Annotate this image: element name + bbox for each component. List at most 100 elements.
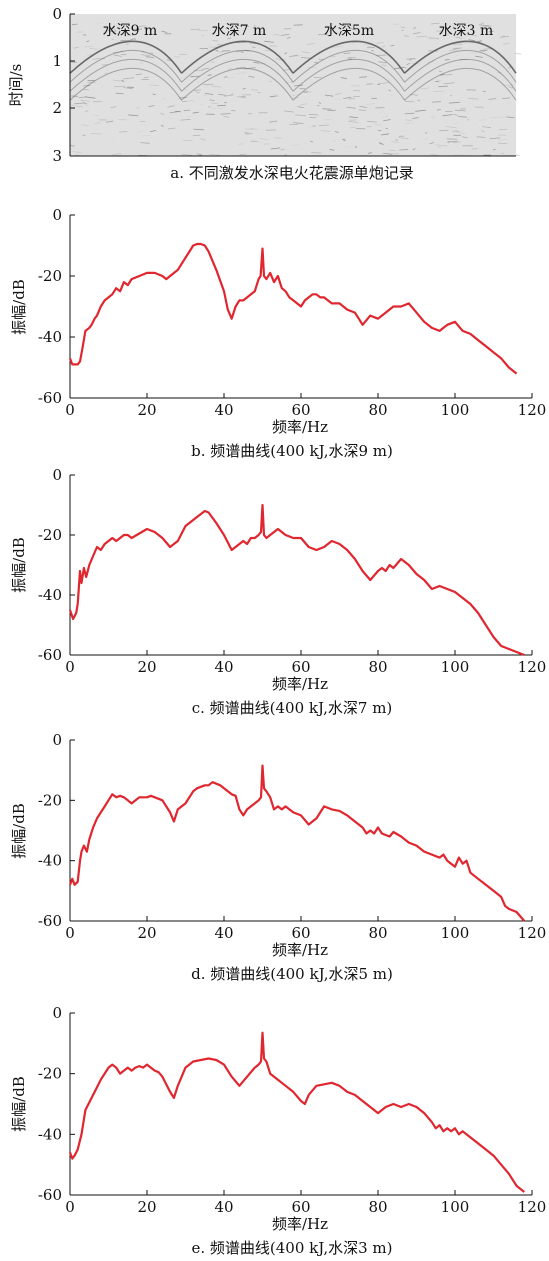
texture-stroke xyxy=(126,33,138,35)
y-tick-label: -40 xyxy=(38,328,62,346)
texture-stroke xyxy=(448,49,458,52)
texture-stroke xyxy=(255,150,266,153)
texture-stroke xyxy=(378,82,390,85)
x-tick-label: 60 xyxy=(291,924,310,942)
texture-stroke xyxy=(83,88,90,91)
texture-stroke xyxy=(260,34,268,37)
texture-stroke xyxy=(84,45,94,48)
texture-stroke xyxy=(382,152,393,155)
texture-stroke xyxy=(352,103,356,106)
texture-stroke xyxy=(294,84,304,87)
shot-label-4: 水深3 m xyxy=(439,23,494,39)
texture-stroke xyxy=(461,136,468,139)
texture-stroke xyxy=(208,153,221,156)
texture-stroke xyxy=(401,29,404,32)
y-axis-label: 振幅/dB xyxy=(10,1076,28,1132)
texture-stroke xyxy=(377,108,385,111)
x-tick-label: 80 xyxy=(368,924,387,942)
x-tick-label: 40 xyxy=(214,401,233,419)
texture-stroke xyxy=(93,22,103,25)
texture-stroke xyxy=(452,130,458,132)
texture-stroke xyxy=(430,22,440,25)
texture-stroke xyxy=(128,114,139,117)
texture-stroke xyxy=(140,142,150,144)
texture-stroke xyxy=(90,133,102,135)
x-tick-label: 100 xyxy=(441,401,470,419)
x-tick-label: 0 xyxy=(65,1198,75,1216)
texture-stroke xyxy=(289,54,298,57)
a-y-tick-1: 1 xyxy=(52,52,62,70)
texture-stroke xyxy=(415,109,426,112)
x-axis-label: 频率/Hz xyxy=(272,1215,328,1233)
texture-stroke xyxy=(370,52,378,55)
texture-stroke xyxy=(436,144,448,147)
first-arrival-event xyxy=(292,68,405,101)
texture-stroke xyxy=(424,138,428,141)
texture-stroke xyxy=(404,121,416,125)
x-tick-label: 120 xyxy=(518,924,547,942)
y-axis-label: 振幅/dB xyxy=(10,279,28,335)
texture-stroke xyxy=(371,106,375,110)
texture-stroke xyxy=(366,103,376,105)
y-tick-label: -20 xyxy=(38,1065,62,1083)
first-arrival-event xyxy=(69,68,182,101)
texture-stroke xyxy=(428,38,437,40)
texture-stroke xyxy=(76,31,83,33)
texture-stroke xyxy=(250,128,259,130)
texture-stroke xyxy=(306,42,315,46)
texture-stroke xyxy=(502,42,510,45)
y-tick-label: -60 xyxy=(38,912,62,930)
texture-stroke xyxy=(359,76,367,78)
x-tick-label: 40 xyxy=(214,658,233,676)
texture-stroke xyxy=(123,87,133,90)
texture-stroke xyxy=(440,73,445,76)
texture-stroke xyxy=(229,34,235,36)
texture-stroke xyxy=(437,146,442,148)
texture-stroke xyxy=(468,39,476,42)
x-tick-label: 120 xyxy=(518,1198,547,1216)
texture-stroke xyxy=(136,106,140,109)
texture-stroke xyxy=(481,130,485,133)
texture-stroke xyxy=(299,103,308,106)
texture-stroke xyxy=(382,74,390,77)
texture-stroke xyxy=(160,112,165,115)
texture-stroke xyxy=(332,140,336,142)
texture-stroke xyxy=(499,116,507,119)
texture-stroke xyxy=(236,50,245,53)
texture-stroke xyxy=(353,144,357,147)
texture-stroke xyxy=(455,54,459,57)
texture-stroke xyxy=(110,106,117,109)
texture-stroke xyxy=(293,122,304,125)
texture-stroke xyxy=(434,143,438,146)
texture-stroke xyxy=(296,148,305,150)
panel-caption: e. 频谱曲线(400 kJ,水深3 m) xyxy=(191,1239,392,1257)
texture-stroke xyxy=(295,114,306,116)
a-y-tick-3: 3 xyxy=(52,147,62,165)
texture-stroke xyxy=(318,33,328,36)
texture-stroke xyxy=(442,114,453,117)
texture-stroke xyxy=(415,99,421,101)
texture-stroke xyxy=(269,80,272,83)
texture-stroke xyxy=(217,104,226,107)
texture-stroke xyxy=(195,91,200,94)
texture-stroke xyxy=(286,37,291,39)
texture-stroke xyxy=(273,33,284,36)
x-tick-label: 80 xyxy=(368,401,387,419)
texture-stroke xyxy=(257,91,261,94)
x-tick-label: 120 xyxy=(518,658,547,676)
texture-stroke xyxy=(383,119,391,122)
texture-stroke xyxy=(335,92,342,96)
texture-stroke xyxy=(145,56,154,58)
first-arrival-event xyxy=(292,50,405,83)
x-tick-label: 40 xyxy=(214,1198,233,1216)
texture-stroke xyxy=(73,46,80,49)
texture-stroke xyxy=(393,67,404,70)
texture-stroke xyxy=(454,109,466,112)
x-tick-label: 60 xyxy=(291,658,310,676)
texture-stroke xyxy=(204,92,214,95)
x-tick-label: 80 xyxy=(368,658,387,676)
texture-stroke xyxy=(238,143,244,145)
texture-stroke xyxy=(489,137,501,140)
texture-stroke xyxy=(284,52,288,55)
